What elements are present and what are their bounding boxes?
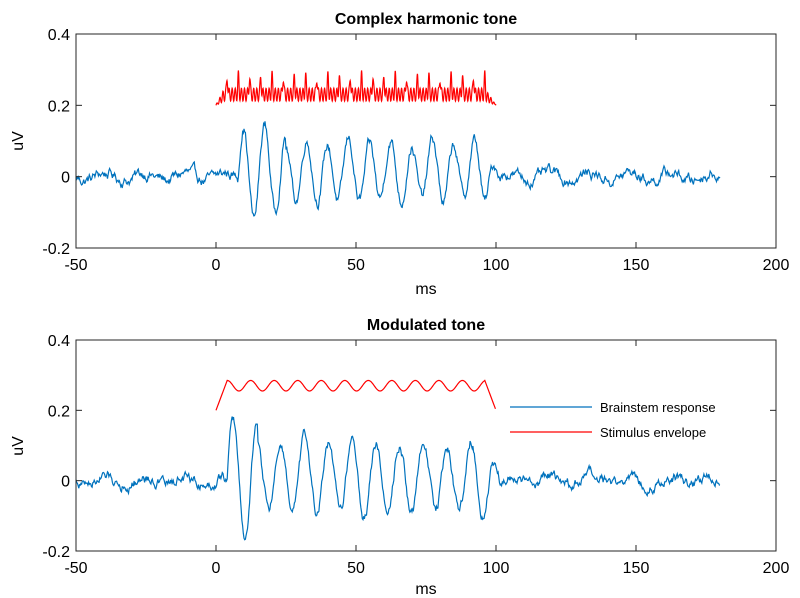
x-tick-label: 0 xyxy=(212,257,221,274)
x-tick-label: 200 xyxy=(763,257,790,274)
series-line-response xyxy=(75,416,721,541)
chart-title: Modulated tone xyxy=(367,317,485,334)
y-tick-label: 0.4 xyxy=(48,27,70,44)
legend-entry-stimulus: Stimulus envelope xyxy=(600,425,706,440)
x-tick-label: 150 xyxy=(623,257,650,274)
y-tick-label: 0 xyxy=(61,170,70,187)
x-tick-label: 200 xyxy=(763,560,790,577)
y-tick-label: -0.2 xyxy=(42,241,70,258)
x-tick-label: 150 xyxy=(623,560,650,577)
y-tick-label: -0.2 xyxy=(42,544,70,561)
series-line-stimulus xyxy=(215,70,497,106)
x-tick-label: 100 xyxy=(483,257,510,274)
legend: Brainstem response Stimulus envelope xyxy=(510,400,716,440)
x-tick-label: -50 xyxy=(64,560,87,577)
x-tick-label: -50 xyxy=(64,257,87,274)
x-axis-label: ms xyxy=(415,581,436,598)
y-tick-label: 0 xyxy=(61,474,70,491)
x-tick-label: 50 xyxy=(347,560,365,577)
plot-area-frame xyxy=(75,33,777,249)
y-tick-label: 0.2 xyxy=(48,403,70,420)
y-axis-label: uV xyxy=(10,131,27,151)
series-line-stimulus xyxy=(215,379,497,411)
y-tick-label: 0.4 xyxy=(48,333,70,350)
chart-title: Complex harmonic tone xyxy=(335,11,517,28)
x-tick-label: 100 xyxy=(483,560,510,577)
plot-area-frame xyxy=(75,339,777,552)
legend-entry-brainstem: Brainstem response xyxy=(600,400,716,415)
chart-panel-modulated: Modulated tone -50 0 50 100 150 200 -0.2 0 0.2 0.… xyxy=(10,317,789,598)
x-tick-label: 50 xyxy=(347,257,365,274)
y-axis-label: uV xyxy=(10,436,27,456)
x-tick-label: 0 xyxy=(212,560,221,577)
series-line-response xyxy=(75,121,721,217)
chart-panel-complex-harmonic: Complex harmonic tone -50 0 50 100 150 200 -0.… xyxy=(10,11,789,298)
y-tick-label: 0.2 xyxy=(48,98,70,115)
x-axis-label: ms xyxy=(415,281,436,298)
